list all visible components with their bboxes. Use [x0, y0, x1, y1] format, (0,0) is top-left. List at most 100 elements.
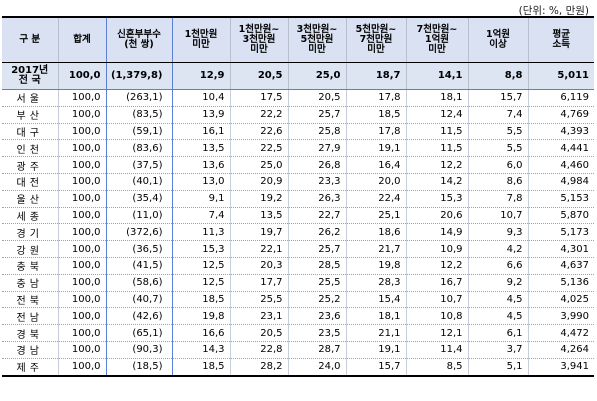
value-cell: 17,8 [345, 89, 406, 107]
value-cell: 100,0 [57, 156, 106, 174]
value-cell: 100,0 [57, 190, 106, 208]
region-cell: 광주 [2, 156, 58, 174]
value-cell: 21,7 [345, 240, 406, 258]
value-cell: 25,7 [287, 106, 346, 124]
column-header-line: 미만 [308, 44, 326, 55]
column-header: 합계 [57, 16, 106, 63]
value-cell: 17,5 [229, 89, 288, 107]
value-cell: 100,0 [57, 358, 106, 377]
value-cell: 18,1 [405, 89, 468, 107]
column-header-line: 이상 [489, 39, 507, 50]
column-header-line: 1천만원 [184, 29, 218, 40]
value-cell: 20,5 [287, 89, 346, 107]
column-header: 3천만원~ 5천만원 미만 [287, 16, 346, 63]
value-cell: 27,9 [287, 139, 346, 158]
value-cell: 14,1 [405, 62, 468, 90]
table-row: 전남 100,0 (42,6) 19,8 23,1 23,6 18,1 10,8 4,5 3,99… [2, 307, 594, 326]
value-cell: 19,8 [171, 307, 230, 326]
value-cell: 8,6 [467, 173, 528, 191]
value-cell: 25,7 [287, 240, 346, 258]
value-cell: 100,0 [57, 173, 106, 191]
column-header: 7천만원~ 1억원 미만 [405, 16, 468, 63]
value-cell: 18,5 [345, 106, 406, 124]
value-cell: 19,7 [229, 223, 288, 242]
value-cell: 20,5 [229, 324, 288, 342]
value-cell: 15,7 [345, 358, 406, 377]
value-cell: 5,1 [467, 358, 528, 377]
value-cell: 7,4 [171, 207, 230, 225]
table-row: 세종 100,0 (11,0) 7,4 13,5 22,7 25,1 20,6 10,7 5,87… [2, 207, 594, 225]
value-cell: 20,6 [405, 207, 468, 225]
column-header: 1천만원~ 3천만원 미만 [229, 16, 288, 63]
value-cell: 100,0 [57, 291, 106, 309]
value-cell: (40,1) [105, 173, 172, 191]
value-cell: 7,8 [467, 190, 528, 208]
value-cell: 4,5 [467, 307, 528, 326]
table-row: 인천 100,0 (83,6) 13,5 22,5 27,9 19,1 11,5 5,5 4,44… [2, 139, 594, 158]
value-cell: 26,2 [287, 223, 346, 242]
column-header-line: 7천만원~ [416, 24, 458, 35]
value-cell: 28,3 [345, 274, 406, 292]
value-cell: 23,6 [287, 307, 346, 326]
column-header-line: (천 쌍) [124, 39, 154, 50]
value-cell: 4,301 [527, 240, 594, 258]
column-header: 1억원 이상 [467, 16, 528, 63]
value-cell: (263,1) [105, 89, 172, 107]
value-cell: 25,5 [287, 274, 346, 292]
region-cell: 제주 [2, 358, 58, 377]
value-cell: 100,0 [57, 341, 106, 359]
value-cell: 13,5 [229, 207, 288, 225]
value-cell: 13,9 [171, 106, 230, 124]
value-cell: (83,6) [105, 139, 172, 158]
value-cell: 5,5 [467, 139, 528, 158]
column-header-line: 평균 [552, 29, 570, 40]
value-cell: 12,5 [171, 257, 230, 275]
value-cell: (11,0) [105, 207, 172, 225]
value-cell: 12,9 [171, 62, 230, 90]
value-cell: (18,5) [105, 358, 172, 377]
value-cell: 13,0 [171, 173, 230, 191]
value-cell: 6,0 [467, 156, 528, 174]
table-row: 대전 100,0 (40,1) 13,0 20,9 23,3 20,0 14,2 8,6 4,98… [2, 173, 594, 191]
value-cell: 10,8 [405, 307, 468, 326]
value-cell: 21,1 [345, 324, 406, 342]
value-cell: 18,6 [345, 223, 406, 242]
value-cell: 24,0 [287, 358, 346, 377]
unit-note: (단위: %, 만원) [518, 5, 589, 17]
column-header: 신혼부부수 (천 쌍) [105, 16, 172, 63]
region-cell: 대전 [2, 173, 58, 191]
region-cell: 경기 [2, 223, 58, 242]
region-cell: 서울 [2, 89, 58, 107]
value-cell: 19,8 [345, 257, 406, 275]
column-header-line: 1억원 [424, 34, 450, 45]
value-cell: 3,941 [527, 358, 594, 377]
table-row: 대구 100,0 (59,1) 16,1 22,6 25,8 17,8 11,5 5,5 4,39… [2, 123, 594, 141]
value-cell: 23,3 [287, 173, 346, 191]
value-cell: 9,2 [467, 274, 528, 292]
value-cell: (42,6) [105, 307, 172, 326]
value-cell: 5,5 [467, 123, 528, 141]
table-row: 전북 100,0 (40,7) 18,5 25,5 25,2 15,4 10,7 4,5 4,02… [2, 291, 594, 309]
value-cell: 100,0 [57, 207, 106, 225]
value-cell: 13,5 [171, 139, 230, 158]
value-cell: (65,1) [105, 324, 172, 342]
value-cell: 13,6 [171, 156, 230, 174]
column-header-line: 5천만원~ [355, 24, 397, 35]
value-cell: 15,3 [405, 190, 468, 208]
value-cell: 4,393 [527, 123, 594, 141]
value-cell: 22,6 [229, 123, 288, 141]
value-cell: 19,2 [229, 190, 288, 208]
value-cell: 20,3 [229, 257, 288, 275]
table-row: 경남 100,0 (90,3) 14,3 22,8 28,7 19,1 11,4 3,7 4,26… [2, 341, 594, 359]
value-cell: 20,0 [345, 173, 406, 191]
value-cell: (1,379,8) [105, 62, 172, 90]
table-row: 충남 100,0 (58,6) 12,5 17,7 25,5 28,3 16,7 9,2 5,13… [2, 274, 594, 292]
value-cell: 100,0 [57, 240, 106, 258]
value-cell: 15,4 [345, 291, 406, 309]
value-cell: 5,011 [527, 62, 594, 90]
value-cell: 23,5 [287, 324, 346, 342]
region-cell: 경북 [2, 324, 58, 342]
value-cell: 100,0 [57, 62, 106, 90]
value-cell: 18,5 [171, 358, 230, 377]
value-cell: 28,2 [229, 358, 288, 377]
